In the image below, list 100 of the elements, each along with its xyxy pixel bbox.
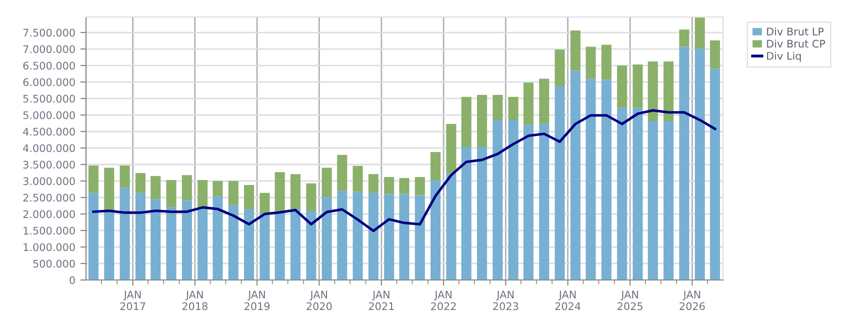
bar [523, 124, 534, 280]
y-tick-label: 5.000.000 [23, 111, 75, 120]
bar [554, 50, 565, 86]
bar [337, 190, 348, 280]
bar [322, 168, 332, 198]
line-series [92, 109, 716, 232]
bar [664, 120, 674, 280]
x-tick-label: JAN 2026 [680, 290, 705, 310]
bar [290, 209, 301, 280]
bar [586, 78, 596, 280]
x-tick-label: JAN 2022 [431, 290, 456, 310]
bar [508, 96, 518, 120]
y-tick-label: 0 [70, 276, 75, 284]
bar [694, 48, 705, 280]
bar [430, 180, 441, 280]
bar [601, 80, 612, 280]
bar [150, 176, 161, 200]
bar [182, 175, 192, 200]
y-tick-label: 2.000.000 [23, 210, 75, 218]
y-tick-label: 7.000.000 [23, 45, 75, 54]
bar [492, 120, 503, 280]
bar [274, 212, 285, 280]
bar [228, 181, 238, 206]
bar [228, 205, 238, 280]
legend-label: Div Brut LP [767, 27, 824, 36]
y-tick-label: 6.500.000 [23, 62, 75, 70]
bar [244, 209, 254, 280]
bar [477, 147, 488, 280]
bar [523, 82, 534, 125]
x-tick-label: JAN 2017 [120, 290, 146, 310]
bar [150, 199, 161, 280]
bar [679, 46, 690, 280]
bar [384, 177, 394, 194]
bar [446, 124, 456, 174]
bar [632, 64, 643, 108]
bar [88, 165, 99, 193]
bar [694, 18, 705, 49]
bar [120, 188, 130, 280]
legend-label: Div Liq [767, 52, 801, 62]
y-tick-label: 3.500.000 [23, 160, 75, 169]
bar [570, 30, 580, 71]
bar [539, 78, 550, 124]
x-tick-label: JAN 2024 [555, 290, 580, 310]
bar [244, 184, 254, 210]
y-tick-label: 7.500.000 [23, 28, 75, 37]
y-tick-label: 6.000.000 [23, 78, 75, 86]
x-tick-label: JAN 2021 [368, 290, 394, 310]
bar [290, 174, 301, 210]
bar [260, 192, 270, 214]
bar [212, 196, 223, 280]
bar [166, 180, 176, 208]
bar [414, 195, 425, 280]
bar [508, 120, 518, 280]
bar [492, 94, 503, 120]
bar [135, 192, 146, 280]
legend-label: Div Brut CP [767, 40, 826, 48]
bar [648, 120, 658, 280]
bar [166, 207, 176, 280]
bar [322, 197, 332, 280]
bar [461, 147, 472, 280]
bar [539, 124, 550, 280]
bar [182, 200, 192, 280]
y-tick-label: 4.500.000 [23, 128, 75, 136]
y-tick-label: 5.500.000 [23, 94, 75, 103]
bar [477, 94, 488, 148]
y-tick-label: 1.500.000 [24, 226, 75, 235]
bar [710, 68, 720, 280]
bar [446, 173, 456, 280]
bar [352, 192, 363, 280]
bar [306, 211, 316, 280]
bar [430, 152, 441, 180]
bar [586, 46, 596, 79]
bar [632, 108, 643, 280]
bar [135, 173, 146, 193]
bar [617, 108, 628, 280]
bar [368, 192, 378, 280]
bar [664, 62, 674, 121]
x-tick-label: JAN 2019 [244, 290, 270, 310]
bar [461, 96, 472, 148]
bar [710, 40, 720, 69]
bar [414, 177, 425, 196]
bar [198, 207, 208, 280]
bar [198, 180, 208, 208]
bar [368, 174, 378, 193]
bar [352, 166, 363, 192]
bar [399, 194, 410, 280]
bar [601, 44, 612, 80]
bar [679, 30, 690, 47]
bar [399, 178, 410, 194]
bar [104, 210, 114, 280]
bar [337, 154, 348, 191]
bar [306, 183, 316, 212]
y-tick-label: 4.000.000 [23, 144, 75, 152]
y-tick-label: 3.000.000 [23, 177, 75, 186]
x-tick-label: JAN 2023 [493, 290, 518, 310]
bar [260, 214, 270, 280]
bar [274, 172, 285, 212]
bar [104, 168, 114, 211]
bar [88, 192, 99, 280]
bar [120, 165, 130, 188]
